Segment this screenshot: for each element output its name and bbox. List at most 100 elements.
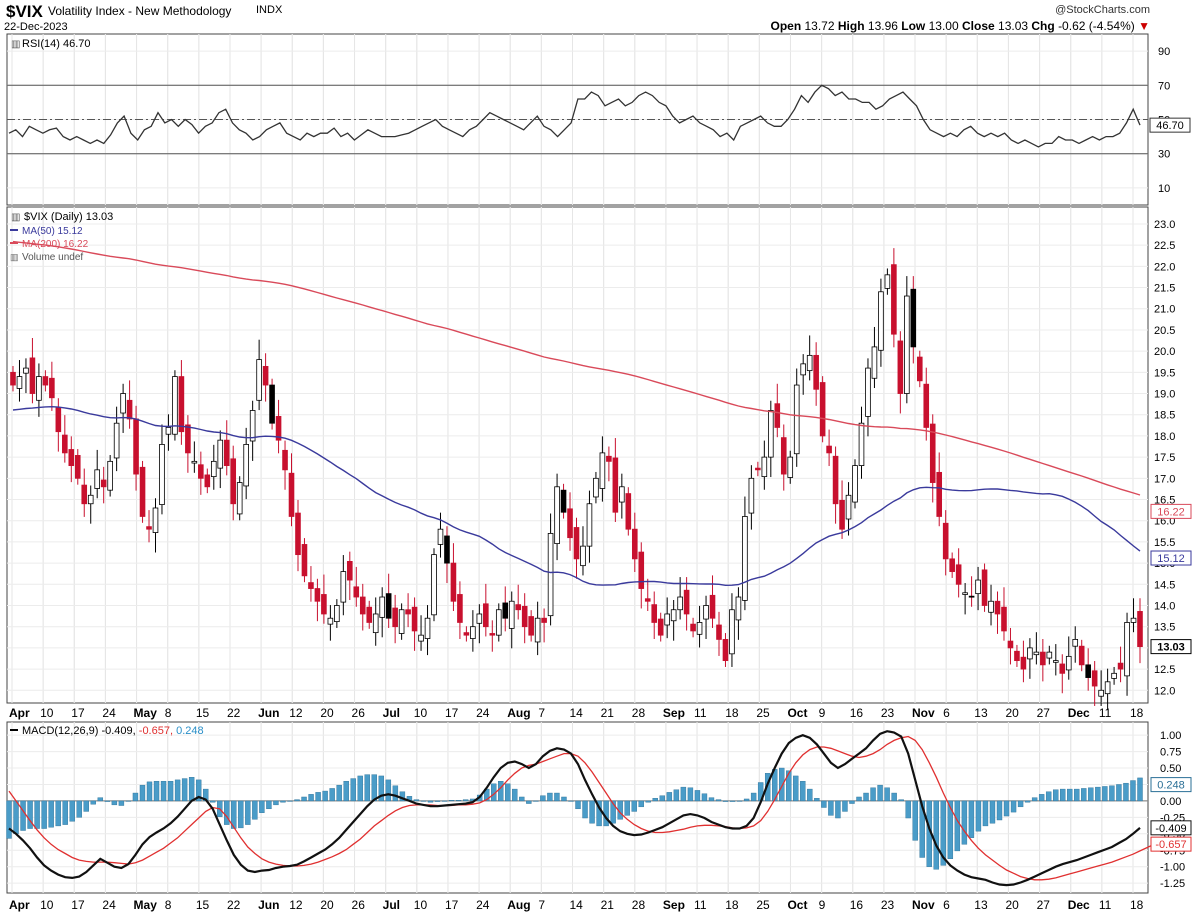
candle-body (444, 535, 450, 564)
candle-body (49, 377, 55, 399)
macd-histogram-bar (947, 800, 954, 860)
macd-histogram-bar (90, 800, 96, 805)
macd-histogram-bar (982, 800, 989, 827)
macd-histogram-bar (1081, 788, 1087, 802)
macd-tick-label: -1.25 (1160, 878, 1185, 890)
candle-body (275, 416, 282, 441)
bottom-date-label: Apr (9, 898, 30, 912)
candle-body (282, 449, 288, 471)
macd-histogram-bar (996, 800, 1003, 821)
macd-histogram-bar (1137, 777, 1143, 802)
macd-histogram-bar (575, 800, 581, 810)
macd-histogram-bar (877, 784, 883, 802)
macd-histogram-bar (104, 800, 111, 802)
macd-histogram-bar (519, 796, 525, 802)
macd-histogram-bar (315, 792, 321, 802)
macd-histogram-bar (729, 800, 736, 802)
ma50-last-badge (1150, 550, 1192, 566)
macd-histogram-bar (455, 800, 462, 802)
candle-body (1111, 672, 1117, 679)
macd-histogram-bar (266, 800, 272, 810)
macd-histogram-bar (1010, 800, 1017, 813)
price-tick-label: 14.5 (1154, 579, 1175, 591)
macd-histogram-bar (55, 800, 61, 827)
candle-body (858, 422, 865, 466)
mid-date-label: 20 (1005, 706, 1019, 720)
macd-histogram-bar (83, 800, 89, 812)
macd-histogram-bar (870, 787, 876, 802)
macd-histogram-bar (814, 798, 820, 802)
rsi-legend: RSI(14) 46.70 (22, 38, 90, 50)
macd-histogram-bar (167, 780, 174, 802)
macd-histogram-bar (933, 800, 939, 870)
macd-histogram-bar (427, 800, 434, 803)
candle-body (567, 508, 573, 539)
macd-histogram-bar (1038, 794, 1045, 802)
mid-date-label: 24 (102, 706, 116, 720)
macd-histogram-bar (645, 800, 651, 803)
candle-body (81, 484, 88, 505)
macd-histogram-bar (97, 797, 104, 802)
macd-histogram-bar (779, 767, 785, 802)
bottom-date-label: 27 (1037, 898, 1051, 912)
macd-signal-legend: -0.657, (139, 725, 176, 737)
macd-histogram-bar (181, 778, 188, 802)
macd-histogram-bar (195, 779, 202, 802)
bottom-date-label: 9 (819, 898, 826, 912)
mid-date-label: 24 (476, 706, 490, 720)
candle-body (1052, 660, 1059, 663)
price-tick-label: 13.5 (1154, 622, 1175, 634)
candle-body (470, 626, 476, 639)
macd-histogram-bar (715, 799, 722, 802)
candle-body (664, 613, 670, 626)
candle-body (865, 367, 871, 417)
candle-body (139, 466, 146, 517)
mid-date-label: 16 (850, 706, 864, 720)
bottom-date-label: 21 (601, 898, 615, 912)
macd-histogram-bar (1088, 787, 1094, 802)
mid-date-label: 17 (445, 706, 459, 720)
macd-histogram-bar (132, 792, 139, 802)
candle-body (606, 455, 612, 462)
candle-body (897, 340, 904, 394)
macd-histogram-bar (786, 770, 792, 802)
macd-tick-label: 0.00 (1160, 796, 1181, 808)
macd-signal-line (8, 735, 1155, 881)
mid-date-label: 21 (601, 706, 615, 720)
candle-body (372, 613, 379, 634)
bottom-date-label: 7 (538, 898, 545, 912)
rsi-tick-label: 90 (1158, 46, 1170, 58)
candle-body (457, 594, 463, 623)
macd-histogram-bar (968, 800, 975, 838)
macd-histogram-bar (1031, 797, 1038, 802)
price-tick-label: 15.5 (1154, 537, 1175, 549)
macd-histogram-bar (238, 800, 244, 829)
candle-body (418, 634, 424, 642)
macd-histogram-bar (1123, 782, 1129, 802)
candle-body (236, 482, 243, 515)
price-tick-label: 21.5 (1154, 283, 1175, 295)
macd-histogram-bar (582, 800, 588, 819)
candle-body (36, 376, 42, 401)
macd-histogram-bar (301, 796, 307, 802)
macd-histogram-bar (434, 800, 441, 802)
bottom-date-label: 15 (196, 898, 210, 912)
macd-histogram-bar (1003, 800, 1010, 817)
candle-body (334, 605, 340, 623)
close-value: 13.03 (998, 19, 1029, 33)
candle-body (806, 354, 813, 372)
macd-histogram-bar (111, 800, 118, 806)
macd-tick-label: -1.00 (1160, 862, 1185, 874)
candle-body (755, 467, 761, 471)
macd-histogram-bar (20, 800, 26, 831)
candle-body (359, 596, 366, 615)
candle-body (612, 457, 619, 513)
macd-histogram-bar (673, 789, 680, 802)
mid-date-label: 18 (725, 706, 739, 720)
candle-body (489, 633, 496, 636)
macd-histogram-bar (287, 800, 293, 802)
macd-histogram-bar (385, 779, 392, 802)
candle-body (793, 384, 800, 455)
candle-body (696, 622, 703, 635)
